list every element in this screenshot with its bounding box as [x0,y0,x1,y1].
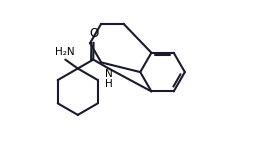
Text: O: O [89,28,99,40]
Text: N
H: N H [105,69,112,89]
Text: H₂N: H₂N [55,47,75,57]
